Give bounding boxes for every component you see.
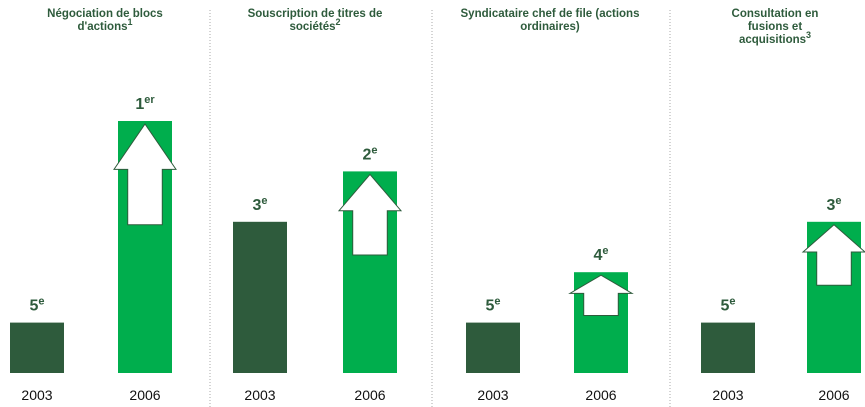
year-label: 2003	[477, 387, 508, 403]
title-text: Consultation en fusions et acquisitions	[731, 8, 819, 46]
year-label: 2006	[129, 387, 160, 403]
year-label: 2003	[21, 387, 52, 403]
footnote-mark: 3	[806, 30, 812, 41]
title-text: Négociation de blocs d'actions	[47, 8, 163, 33]
panel-title: Négociation de blocs d'actions1	[20, 8, 190, 34]
panel-title: Consultation en fusions et acquisitions3	[715, 8, 835, 47]
value-label: 3e	[252, 195, 267, 214]
bar	[10, 322, 64, 373]
panel-title: Syndicataire chef de file (actions ordin…	[455, 8, 645, 34]
year-label: 2003	[244, 387, 275, 403]
year-label: 2006	[354, 387, 385, 403]
title-text: Souscription de titres de sociétés	[247, 8, 383, 33]
up-arrow	[801, 224, 865, 286]
panel-title: Souscription de titres de sociétés2	[225, 8, 405, 34]
value-label: 5e	[485, 296, 500, 315]
value-label: 1er	[135, 94, 155, 113]
year-label: 2006	[585, 387, 616, 403]
bar	[233, 221, 287, 373]
year-label: 2006	[818, 387, 849, 403]
footnote-mark: 2	[335, 17, 341, 28]
year-label: 2003	[712, 387, 743, 403]
up-arrow	[113, 123, 177, 226]
value-label: 5e	[720, 296, 735, 315]
value-label: 3e	[826, 195, 841, 214]
up-arrow	[568, 274, 634, 317]
title-text: Syndicataire chef de file (actions ordin…	[460, 8, 640, 33]
bar	[466, 322, 520, 373]
bar	[701, 322, 755, 373]
value-label: 4e	[593, 245, 608, 264]
value-label: 5e	[29, 296, 44, 315]
footnote-mark: 1	[127, 17, 133, 28]
up-arrow	[337, 173, 403, 256]
value-label: 2e	[362, 144, 377, 163]
